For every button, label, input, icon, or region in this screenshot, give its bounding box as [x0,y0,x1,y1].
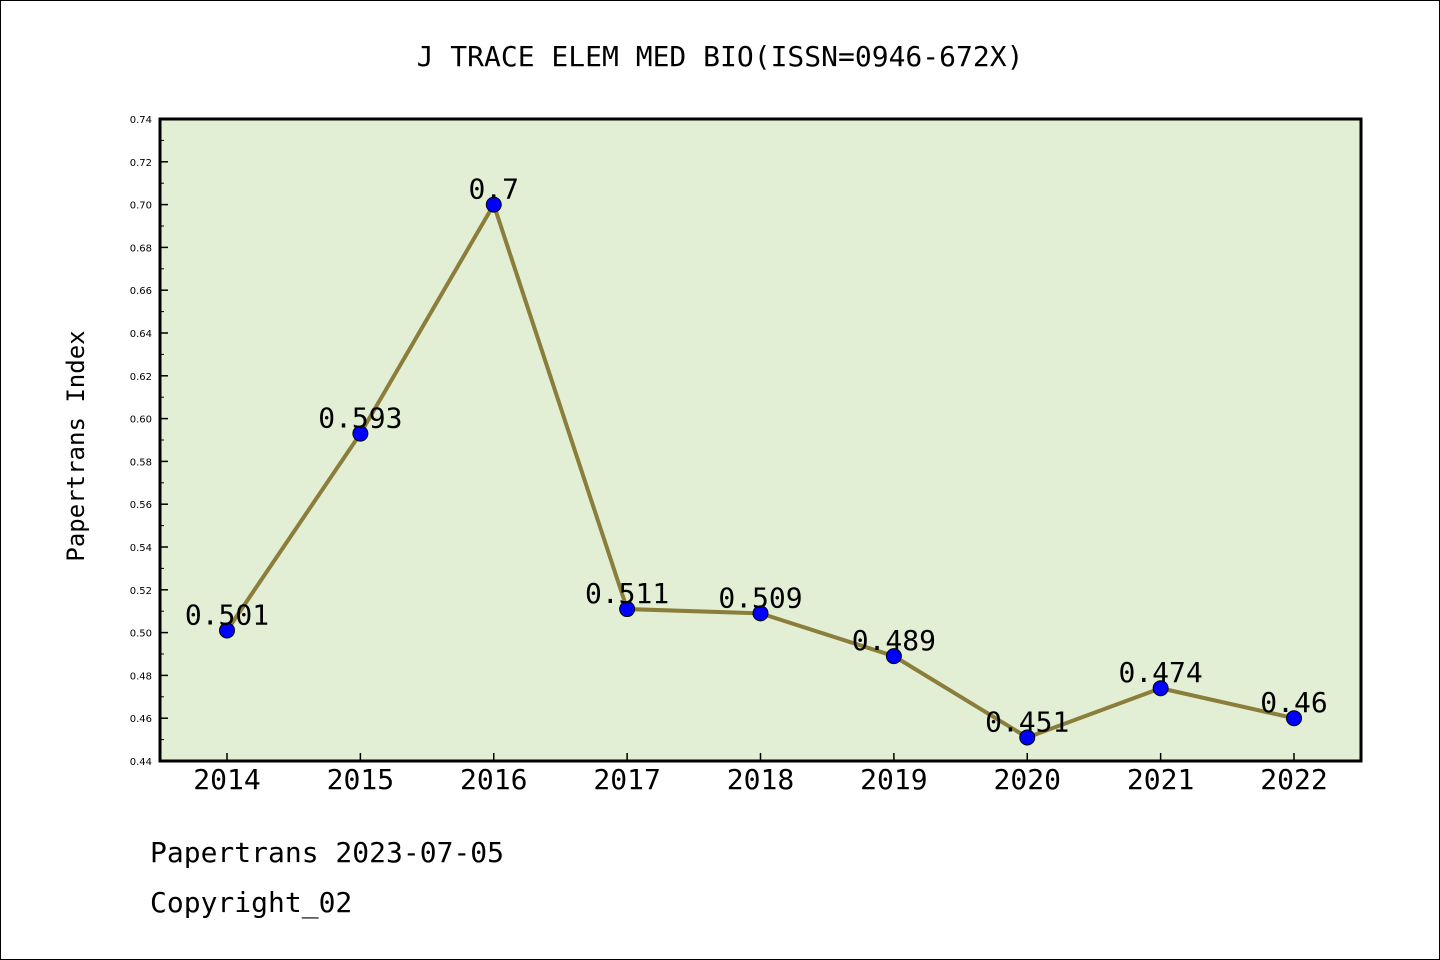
footer-date: Papertrans 2023-07-05 [150,836,505,869]
y-tick-label: 0.70 [130,201,152,212]
y-tick-label: 0.74 [130,115,152,126]
data-point [219,622,235,639]
x-axis: 2014 2015 2016 2017 2018 2019 2020 2021 2022 [193,753,1328,796]
data-point [1152,680,1169,697]
y-axis: 0.44 0.46 0.48 0.50 0.52 0.54 0.56 0.58 0.60 0.62… [130,115,168,768]
data-point [1286,710,1302,727]
x-tick-label: 2022 [1260,763,1327,796]
x-tick-label: 2014 [193,763,260,796]
y-tick-label: 0.64 [130,329,152,340]
data-point [485,196,502,213]
data-label: 0.474 [1118,656,1202,689]
y-tick-label: 0.62 [130,372,152,383]
y-tick-label: 0.72 [130,158,152,169]
y-tick-label: 0.50 [130,629,152,640]
x-tick-label: 2015 [327,763,394,796]
data-label: 0.593 [318,402,402,435]
data-point [619,601,636,618]
x-tick-label: 2019 [860,763,927,796]
y-tick-label: 0.52 [130,586,152,597]
x-tick-label: 2018 [727,763,794,796]
data-point [352,425,369,442]
data-label: 0.46 [1260,686,1327,719]
data-label: 0.511 [585,577,669,610]
y-tick-label: 0.66 [130,286,152,297]
footer-copyright: Copyright_02 [150,886,353,919]
data-label: 0.7 [468,173,519,206]
data-label: 0.501 [185,598,269,631]
chart-title: J TRACE ELEM MED BIO(ISSN=0946-672X) [417,40,1024,73]
data-label: 0.509 [718,581,802,614]
x-tick-label: 2017 [593,763,660,796]
y-tick-label: 0.60 [130,415,152,426]
x-tick-label: 2020 [994,763,1061,796]
data-point [752,605,769,622]
data-label: 0.489 [852,624,936,657]
y-axis-label: Papertrans Index [62,330,90,561]
data-point [1019,729,1036,746]
y-tick-label: 0.48 [130,671,152,682]
y-tick-label: 0.56 [130,500,152,511]
y-tick-label: 0.46 [130,714,152,725]
y-tick-label: 0.58 [130,457,152,468]
y-tick-label: 0.68 [130,243,152,254]
data-point [885,648,902,665]
x-tick-label: 2021 [1127,763,1194,796]
y-tick-label: 0.44 [130,757,152,768]
y-tick-label: 0.54 [130,543,152,554]
series-layer: 0.501 0.593 0.7 0.511 0.509 0.489 0.451 0.474 0.… [185,173,1328,746]
data-label: 0.451 [985,705,1069,738]
x-tick-label: 2016 [460,763,527,796]
